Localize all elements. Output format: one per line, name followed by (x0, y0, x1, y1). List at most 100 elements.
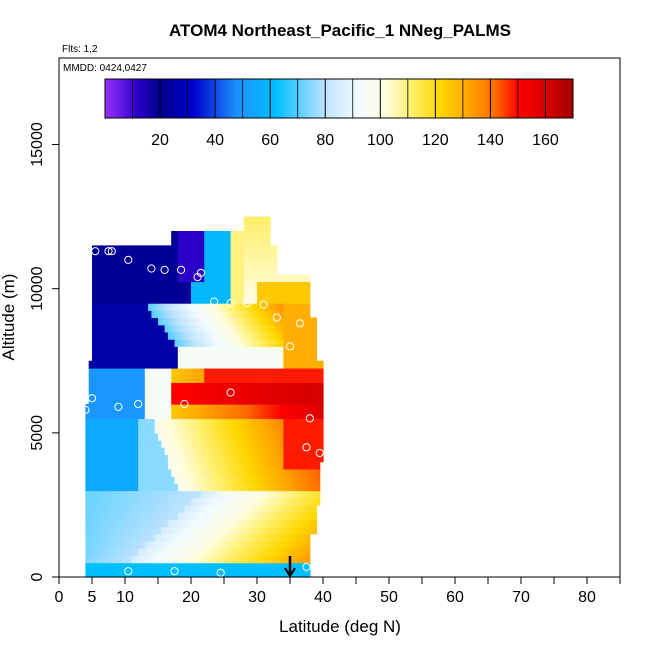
heatmap-cell (108, 317, 113, 326)
colorbar-segment (149, 79, 153, 118)
heatmap-cell (243, 555, 248, 564)
heatmap-cell (270, 259, 275, 268)
heatmap-cell (98, 555, 103, 564)
heatmap-cell (220, 389, 225, 398)
heatmap-cell (158, 411, 162, 420)
heatmap-cell (88, 461, 93, 470)
heatmap-cell (237, 447, 242, 456)
heatmap-cell (181, 295, 185, 304)
heatmap-cell (158, 569, 162, 578)
heatmap-cell (128, 548, 133, 556)
colorbar-segment (383, 79, 387, 118)
heatmap-cell (148, 490, 152, 499)
heatmap-cell (167, 526, 172, 535)
heatmap-cell (286, 346, 291, 355)
heatmap-cell (177, 411, 182, 420)
sample-point (315, 448, 324, 458)
heatmap-cell (220, 447, 225, 456)
colorbar-segment (132, 79, 136, 118)
heatmap-cell (154, 274, 159, 283)
heatmap-cell (293, 288, 298, 297)
heatmap-cell (98, 346, 103, 355)
heatmap-cell (111, 569, 116, 578)
heatmap-cell (148, 382, 152, 391)
heatmap-cell (158, 375, 162, 383)
heatmap-cell (95, 288, 100, 297)
heatmap-cell (207, 324, 212, 333)
heatmap-cell (111, 245, 116, 254)
heatmap-cell (276, 295, 281, 304)
heatmap-cell (167, 540, 172, 549)
heatmap-cell (184, 324, 189, 333)
heatmap-cell (85, 562, 90, 571)
heatmap-cell (283, 404, 288, 412)
heatmap-cell (233, 252, 238, 261)
heatmap-cell (237, 548, 242, 556)
heatmap-cell (260, 339, 265, 347)
heatmap-cell (181, 267, 185, 275)
heatmap-cell (280, 317, 284, 326)
heatmap-cell (253, 259, 258, 268)
heatmap-cell (230, 411, 235, 420)
colorbar-tick-label: 140 (477, 132, 504, 149)
heatmap-cell (187, 569, 192, 578)
heatmap-cell (290, 476, 294, 484)
heatmap-cell (240, 432, 245, 441)
heatmap-cell (263, 404, 268, 412)
heatmap-cell (306, 555, 311, 564)
heatmap-cell (260, 317, 265, 326)
heatmap-cell (263, 432, 268, 441)
heatmap-cell (299, 310, 304, 319)
heatmap-cell (293, 425, 298, 434)
heatmap-cell (276, 454, 281, 463)
heatmap-cell (233, 569, 238, 578)
heatmap-cell (158, 404, 162, 412)
heatmap-cell (171, 259, 176, 268)
heatmap-cell (247, 454, 251, 463)
heatmap-cell (224, 483, 228, 492)
heatmap-cell (210, 447, 215, 456)
heatmap-cell (224, 447, 228, 456)
colorbar-segment (143, 79, 147, 118)
heatmap-cell (243, 382, 248, 391)
heatmap-cell (161, 432, 166, 441)
colorbar-segment (355, 79, 359, 118)
heatmap-cell (111, 555, 116, 564)
heatmap-cell (250, 295, 255, 304)
heatmap-cell (204, 382, 209, 391)
heatmap-cell (194, 367, 199, 376)
heatmap-cell (296, 411, 301, 420)
heatmap-cell (280, 281, 284, 290)
heatmap-cell (240, 454, 245, 463)
heatmap-cell (257, 382, 261, 391)
heatmap-cell (184, 267, 189, 275)
heatmap-cell (101, 526, 106, 535)
heatmap-cell (187, 346, 192, 355)
heatmap-cell (214, 497, 218, 506)
heatmap-cell (283, 476, 288, 484)
heatmap-cell (184, 555, 189, 564)
heatmap-cell (214, 231, 218, 239)
heatmap-cell (158, 562, 162, 571)
heatmap-cell (158, 339, 162, 347)
heatmap-cell (194, 339, 199, 347)
heatmap-cell (200, 367, 205, 376)
heatmap-cell (101, 324, 106, 333)
heatmap-cell (296, 418, 301, 427)
heatmap-cell (224, 432, 228, 441)
heatmap-cell (290, 483, 294, 492)
colorbar-segment (116, 79, 120, 118)
heatmap-cell (171, 331, 176, 340)
heatmap-cell (306, 274, 311, 283)
heatmap-cell (227, 238, 232, 247)
heatmap-cell (306, 483, 311, 492)
heatmap-cell (148, 367, 152, 376)
heatmap-cell (131, 267, 136, 275)
heatmap-cell (243, 461, 248, 470)
heatmap-cell (224, 245, 228, 254)
heatmap-cell (131, 411, 136, 420)
heatmap-cell (121, 454, 126, 463)
heatmap-cell (164, 447, 169, 456)
heatmap-cell (273, 461, 278, 470)
heatmap-cell (101, 339, 106, 347)
